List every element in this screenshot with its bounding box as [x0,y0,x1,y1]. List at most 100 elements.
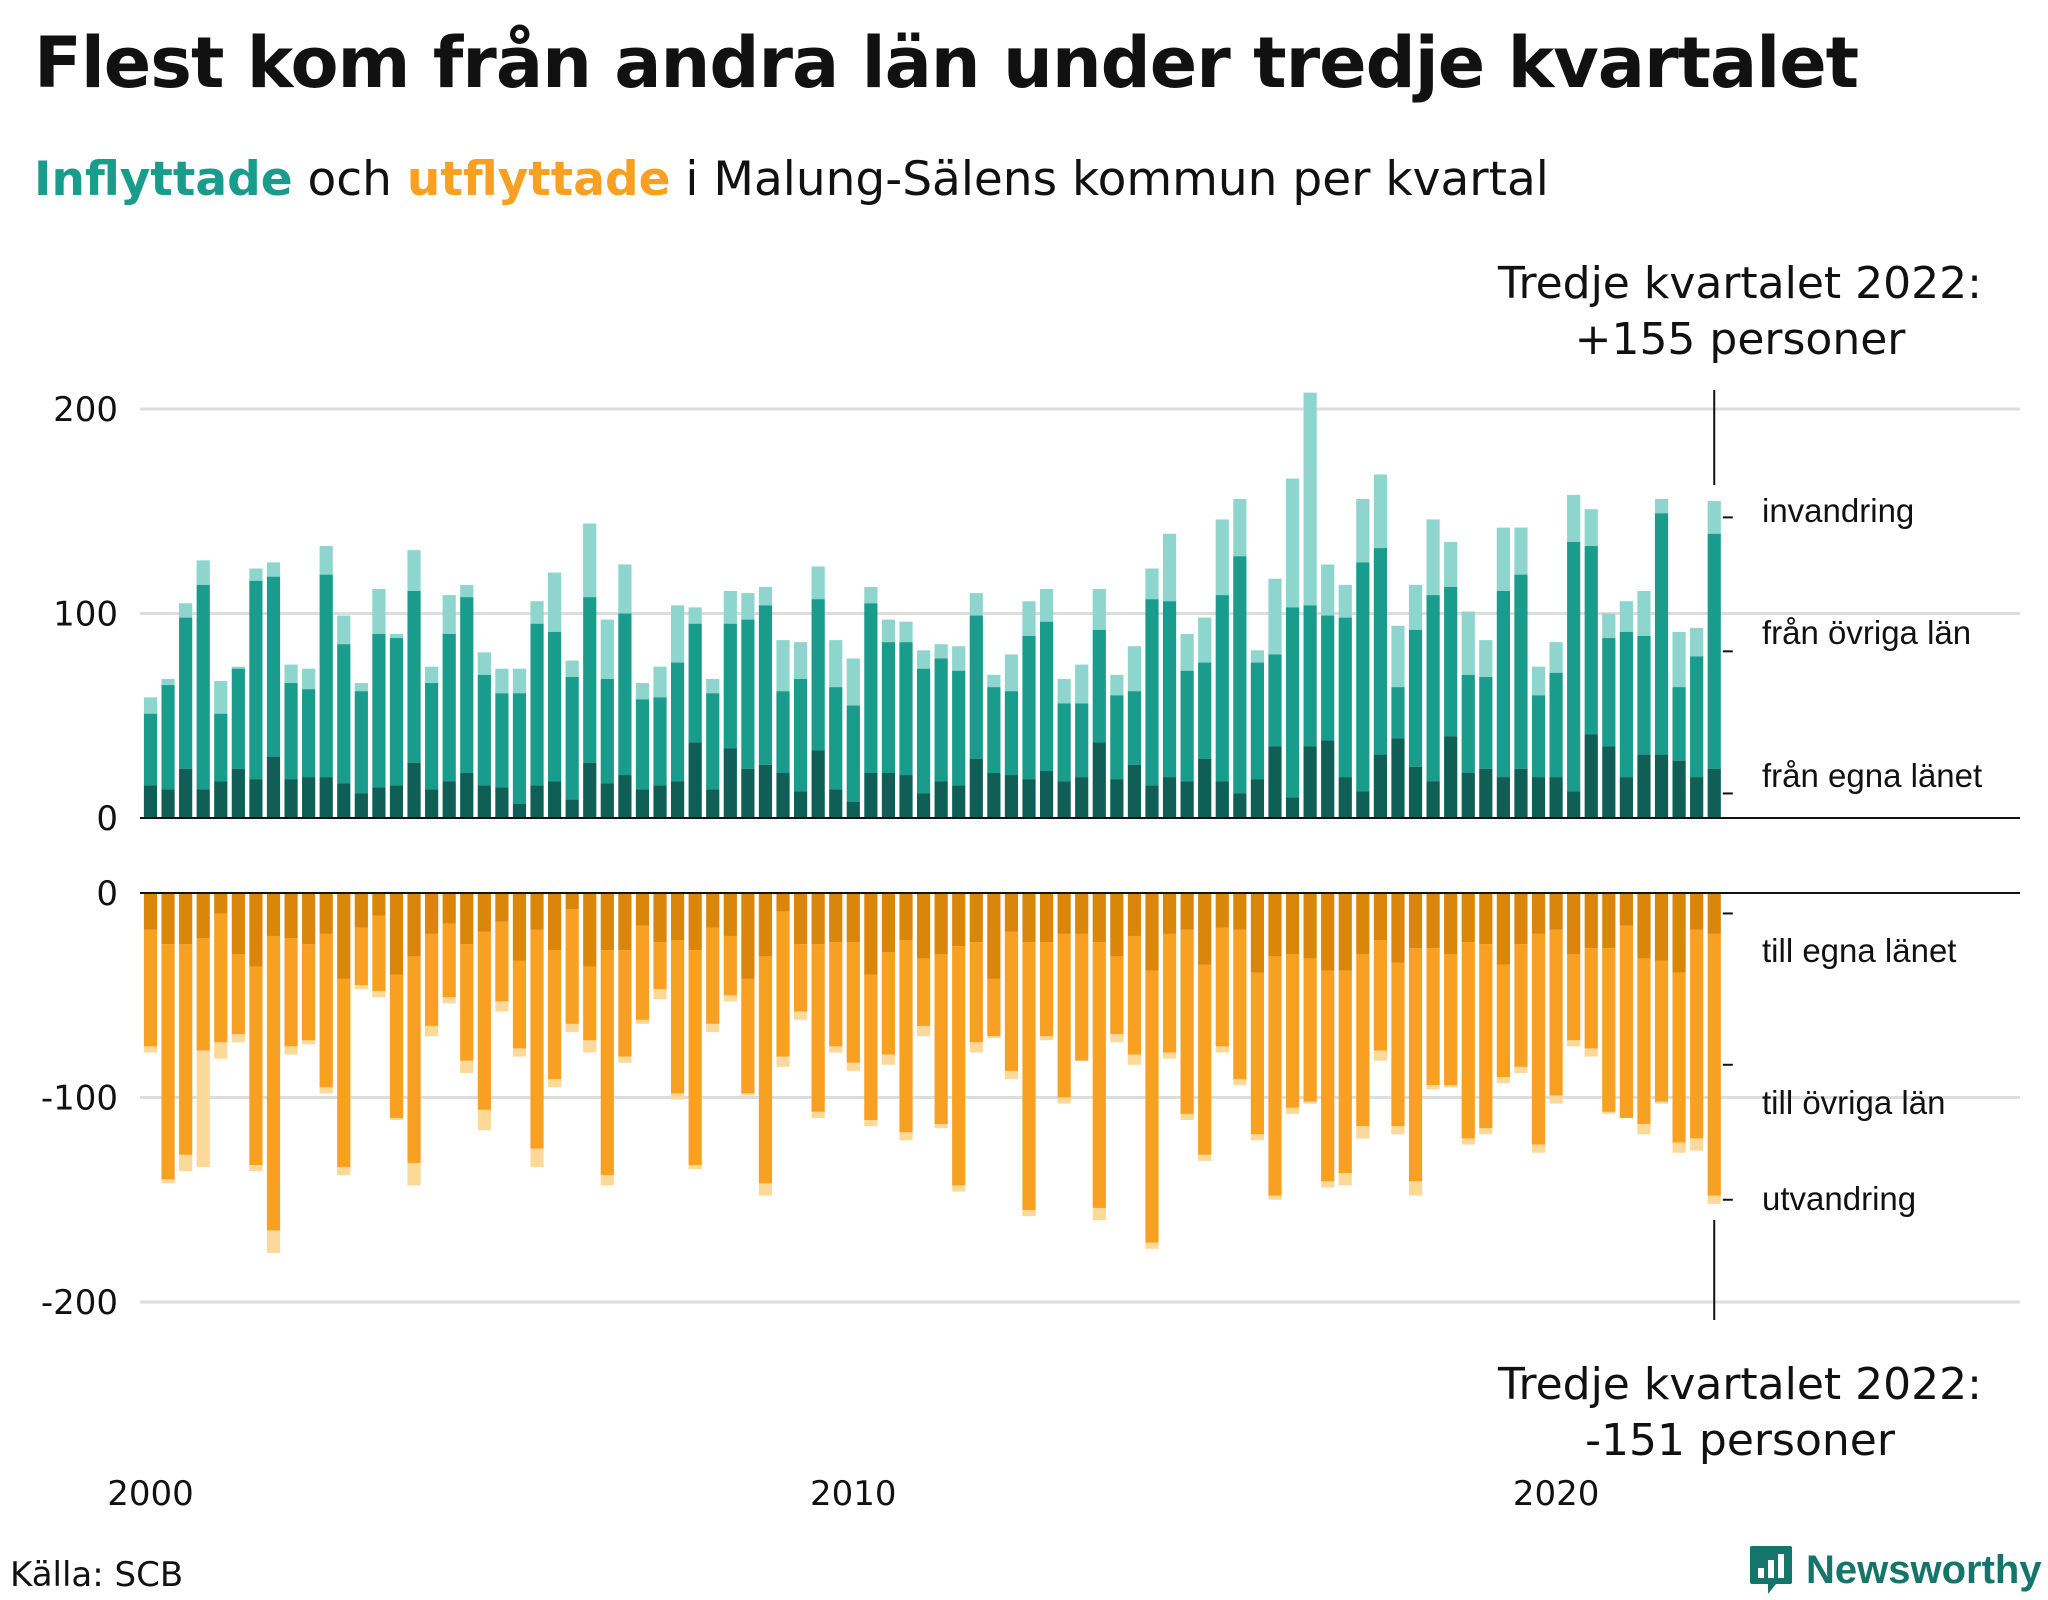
bar-out-own-county [1075,893,1089,934]
bar-out-other-county [1303,958,1317,1102]
bar-in-own-county [1426,781,1440,818]
bar-out-emigration [1215,1046,1229,1053]
bar-out-own-county [688,893,702,951]
bar-out-emigration [1479,1128,1493,1135]
bar-in-own-county [776,773,790,818]
bar-in-immigration [1285,478,1300,608]
bar-out-other-county [179,944,193,1155]
bar-in-other-county [776,691,790,774]
bar-in-other-county [1233,556,1247,794]
bar-out-own-county [1672,893,1686,973]
bar-out-own-county [618,893,632,951]
bar-in-own-county [1004,775,1019,818]
bar-in-immigration [214,680,228,714]
bar-in-immigration [846,658,860,706]
bar-in-own-county [793,791,808,818]
newsworthy-icon [1750,1546,1792,1594]
bar-out-emigration [1356,1126,1370,1139]
bar-in-own-county [1531,777,1546,818]
bar-in-immigration [460,584,474,598]
bar-in-other-county [1215,595,1229,782]
series-label-bottom: utvandring [1762,1180,1916,1217]
bar-out-emigration [741,1093,755,1096]
bar-in-other-county [934,658,948,782]
bar-out-own-county [1022,893,1036,943]
bar-in-own-county [372,787,386,818]
bar-out-own-county [776,893,790,912]
bar-in-immigration [1496,527,1510,591]
newsworthy-logo[interactable]: Newsworthy [1748,1544,2042,1596]
bar-out-own-county [1619,893,1633,926]
bar-out-other-county [1531,933,1546,1145]
bar-in-immigration [1637,591,1651,636]
bar-in-own-county [1268,746,1282,818]
bar-out-other-county [1338,970,1352,1174]
bar-out-emigration [1145,1242,1159,1249]
bar-in-immigration [1250,650,1265,663]
bar-out-other-county [548,950,562,1080]
bar-in-other-county [1303,605,1317,747]
subtitle-inflyttade: Inflyttade [34,152,293,207]
callout-top-line1: Tredje kvartalet 2022: [1498,258,1982,309]
bar-in-immigration [389,633,404,639]
bar-out-emigration [758,1183,773,1196]
y-tick-label-bottom: -200 [41,1283,118,1323]
bar-in-other-county [425,683,439,790]
bar-in-other-county [987,687,1001,774]
bar-out-other-county [1690,929,1704,1139]
bar-in-other-county [372,633,386,788]
bar-in-other-county [635,699,650,790]
bar-out-emigration [1584,1048,1598,1057]
bar-in-immigration [1619,601,1633,632]
bar-in-other-county [337,644,351,784]
bar-out-other-county [477,931,491,1110]
bar-in-own-county [1373,754,1387,818]
bar-in-own-county [881,773,896,818]
bar-out-other-county [196,937,210,1051]
bar-out-own-county [758,893,773,957]
bar-out-own-county [1250,893,1265,973]
bar-in-other-county [1110,695,1124,780]
bar-in-own-county [864,773,878,818]
bar-out-emigration [249,1164,263,1172]
callout-bottom-line2: -151 personer [1585,1415,1895,1466]
bar-out-other-county [1707,933,1721,1196]
bar-in-immigration [179,603,193,618]
bar-in-immigration [1567,494,1581,542]
bar-in-other-county [512,693,527,804]
bar-in-other-county [1531,695,1546,778]
bar-in-own-county [1567,791,1581,818]
bar-in-own-county [196,789,210,818]
bar-in-own-county [1338,777,1352,818]
bar-out-emigration [1180,1113,1194,1120]
bar-out-own-county [337,893,351,979]
bar-out-own-county [1145,893,1159,971]
bar-out-own-county [407,893,421,957]
bar-in-other-county [1162,601,1177,778]
gridlines [140,407,2020,1304]
bar-out-own-county [1039,893,1054,943]
bar-in-own-county [1654,754,1669,818]
bar-in-own-county [1321,740,1335,818]
bar-in-other-county [249,580,263,780]
bar-out-other-county [1391,962,1405,1127]
bar-in-own-county [1514,768,1528,818]
bar-in-immigration [249,568,263,581]
bar-out-emigration [389,1117,404,1120]
bar-out-own-county [1444,893,1458,955]
bar-in-other-county [1408,629,1423,767]
bar-in-immigration [635,683,650,700]
bar-out-other-county [1549,929,1563,1096]
callout-bottom: Tredje kvartalet 2022: -151 personer [1480,1357,2000,1469]
subtitle-och: och [307,152,392,207]
bar-out-other-county [337,978,351,1168]
y-tick-label-top: 100 [53,595,118,635]
series-label-top: invandring [1762,492,1914,529]
bar-out-own-county [161,893,175,945]
bar-out-own-county [1338,893,1352,971]
bar-in-other-county [671,662,685,782]
bar-in-immigration [407,550,421,592]
bar-in-immigration [1444,541,1458,587]
bar-in-own-county [1549,777,1563,818]
